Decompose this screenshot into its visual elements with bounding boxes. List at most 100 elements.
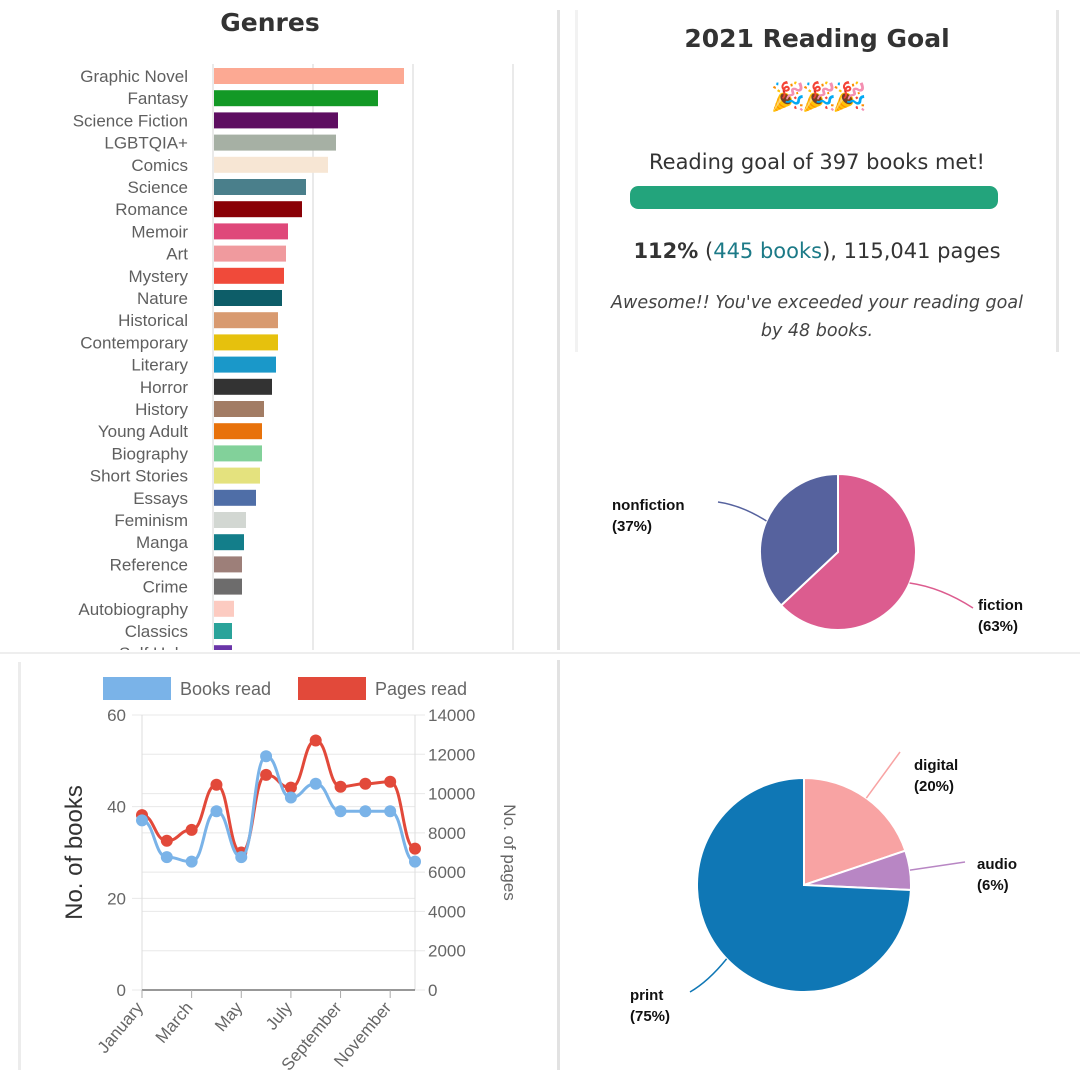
y2-tick-label: 10000 — [428, 785, 475, 804]
genre-bar — [214, 201, 302, 218]
genre-bar — [214, 445, 262, 462]
y2-tick-label: 14000 — [428, 706, 475, 725]
y2-tick-label: 6000 — [428, 863, 466, 882]
pie-label-pct: (75%) — [630, 1008, 670, 1025]
genre-label: Nature — [137, 289, 188, 308]
reading-goal-card: 2021 Reading Goal 🎉🎉🎉 Reading goal of 39… — [575, 10, 1059, 352]
x-tick-label: March — [152, 998, 197, 1046]
genre-label: Feminism — [114, 511, 188, 530]
x-tick-label: May — [211, 998, 247, 1035]
y-axis-title: No. of books — [61, 785, 88, 920]
genre-label: Romance — [115, 200, 188, 219]
genre-bar — [214, 312, 278, 329]
y-tick-label: 0 — [117, 981, 126, 1000]
genre-bar — [214, 134, 336, 151]
genre-bar — [214, 378, 272, 395]
goal-progress-fill — [630, 186, 998, 209]
genre-label: History — [135, 400, 188, 419]
genre-bar — [214, 600, 234, 617]
genre-label: Mystery — [129, 267, 189, 286]
fiction-pie-chart: fiction (63%) nonfiction (37%) — [612, 472, 1023, 635]
data-point — [260, 768, 273, 781]
pie-leader-line — [717, 501, 767, 522]
pie-label-pct: (20%) — [914, 778, 954, 795]
genre-label: Memoir — [131, 222, 188, 241]
books-read-link[interactable]: 445 books — [713, 239, 823, 263]
genre-label: Crime — [143, 578, 188, 597]
genre-label: Essays — [133, 489, 188, 508]
genres-title: Genres — [220, 8, 320, 37]
data-point — [284, 781, 297, 794]
genre-bar — [214, 334, 278, 351]
legend-label: Pages read — [375, 679, 467, 699]
pie-label-digital: digital — [914, 757, 958, 774]
genre-bar — [214, 290, 282, 306]
genre-label: Young Adult — [98, 422, 188, 441]
y2-tick-label: 12000 — [428, 745, 475, 764]
pie-label-nonfiction: nonfiction — [612, 497, 684, 514]
pie-slice-print — [696, 776, 912, 993]
genre-bar — [214, 156, 328, 173]
data-point — [384, 775, 397, 788]
genre-label: Fantasy — [128, 89, 189, 108]
genre-label: Horror — [140, 378, 189, 397]
genre-bar — [214, 401, 264, 417]
x-tick-label: July — [262, 998, 296, 1034]
genre-bar — [214, 489, 256, 506]
y2-tick-label: 0 — [428, 981, 437, 1000]
genre-bar — [214, 245, 286, 262]
series-line-books-read — [141, 754, 416, 864]
genre-bar — [214, 223, 288, 240]
series-line-pages-read — [141, 739, 416, 855]
genre-label: Biography — [111, 444, 188, 463]
genre-bar — [214, 578, 242, 595]
data-point — [334, 780, 347, 793]
party-popper-icon: 🎉🎉🎉 — [770, 81, 868, 112]
y-tick-label: 60 — [107, 706, 126, 725]
data-point — [160, 834, 173, 847]
data-point — [409, 842, 421, 855]
goal-pages: ), 115,041 pages — [822, 239, 1001, 263]
genre-bar — [214, 467, 260, 484]
data-point — [309, 734, 322, 747]
genre-bar — [214, 68, 404, 84]
data-point — [334, 805, 347, 818]
pie-label-fiction: fiction — [978, 597, 1023, 614]
genre-label: Autobiography — [78, 600, 188, 619]
pie-label-pct: (6%) — [977, 877, 1009, 894]
pie-leader-line — [909, 861, 966, 871]
genre-bar — [214, 112, 338, 129]
y2-tick-label: 8000 — [428, 824, 466, 843]
genre-bar — [214, 534, 244, 551]
data-point — [359, 777, 372, 790]
pie-label-pct: (37%) — [612, 518, 652, 535]
data-point — [309, 777, 322, 790]
genre-label: Science — [128, 178, 188, 197]
divider-left — [18, 662, 21, 1070]
genres-bar-chart: Graphic Novel Fantasy Science Fiction LGBTQ… — [73, 64, 514, 650]
goal-progress-bar — [630, 186, 998, 209]
goal-message: Awesome!! You've exceeded your reading g… — [611, 293, 1023, 341]
legend-swatch — [103, 677, 171, 700]
pie-label-print: print — [630, 987, 663, 1004]
legend-label: Books read — [180, 679, 271, 699]
y-tick-label: 20 — [107, 889, 126, 908]
genre-label: Classics — [125, 622, 188, 641]
genre-label: Short Stories — [90, 467, 188, 486]
data-point — [210, 778, 223, 791]
genre-bar — [214, 356, 276, 373]
genre-label: Art — [166, 245, 188, 264]
genre-bar — [214, 623, 232, 639]
genre-label: Historical — [118, 311, 188, 330]
data-point — [210, 805, 223, 818]
y2-axis-title: No. of pages — [500, 804, 519, 900]
goal-open-paren: ( — [698, 239, 714, 263]
data-point — [260, 750, 273, 763]
pie-slice-nonfiction — [759, 472, 839, 607]
genre-bar — [214, 556, 242, 573]
monthly-line-chart: Books read Pages read 0 2000 4000 6000 8000 100… — [61, 677, 519, 1074]
pie-label-audio: audio — [977, 856, 1017, 873]
divider-top — [557, 10, 560, 650]
y-tick-label: 40 — [107, 798, 126, 817]
genre-bar — [214, 645, 232, 650]
